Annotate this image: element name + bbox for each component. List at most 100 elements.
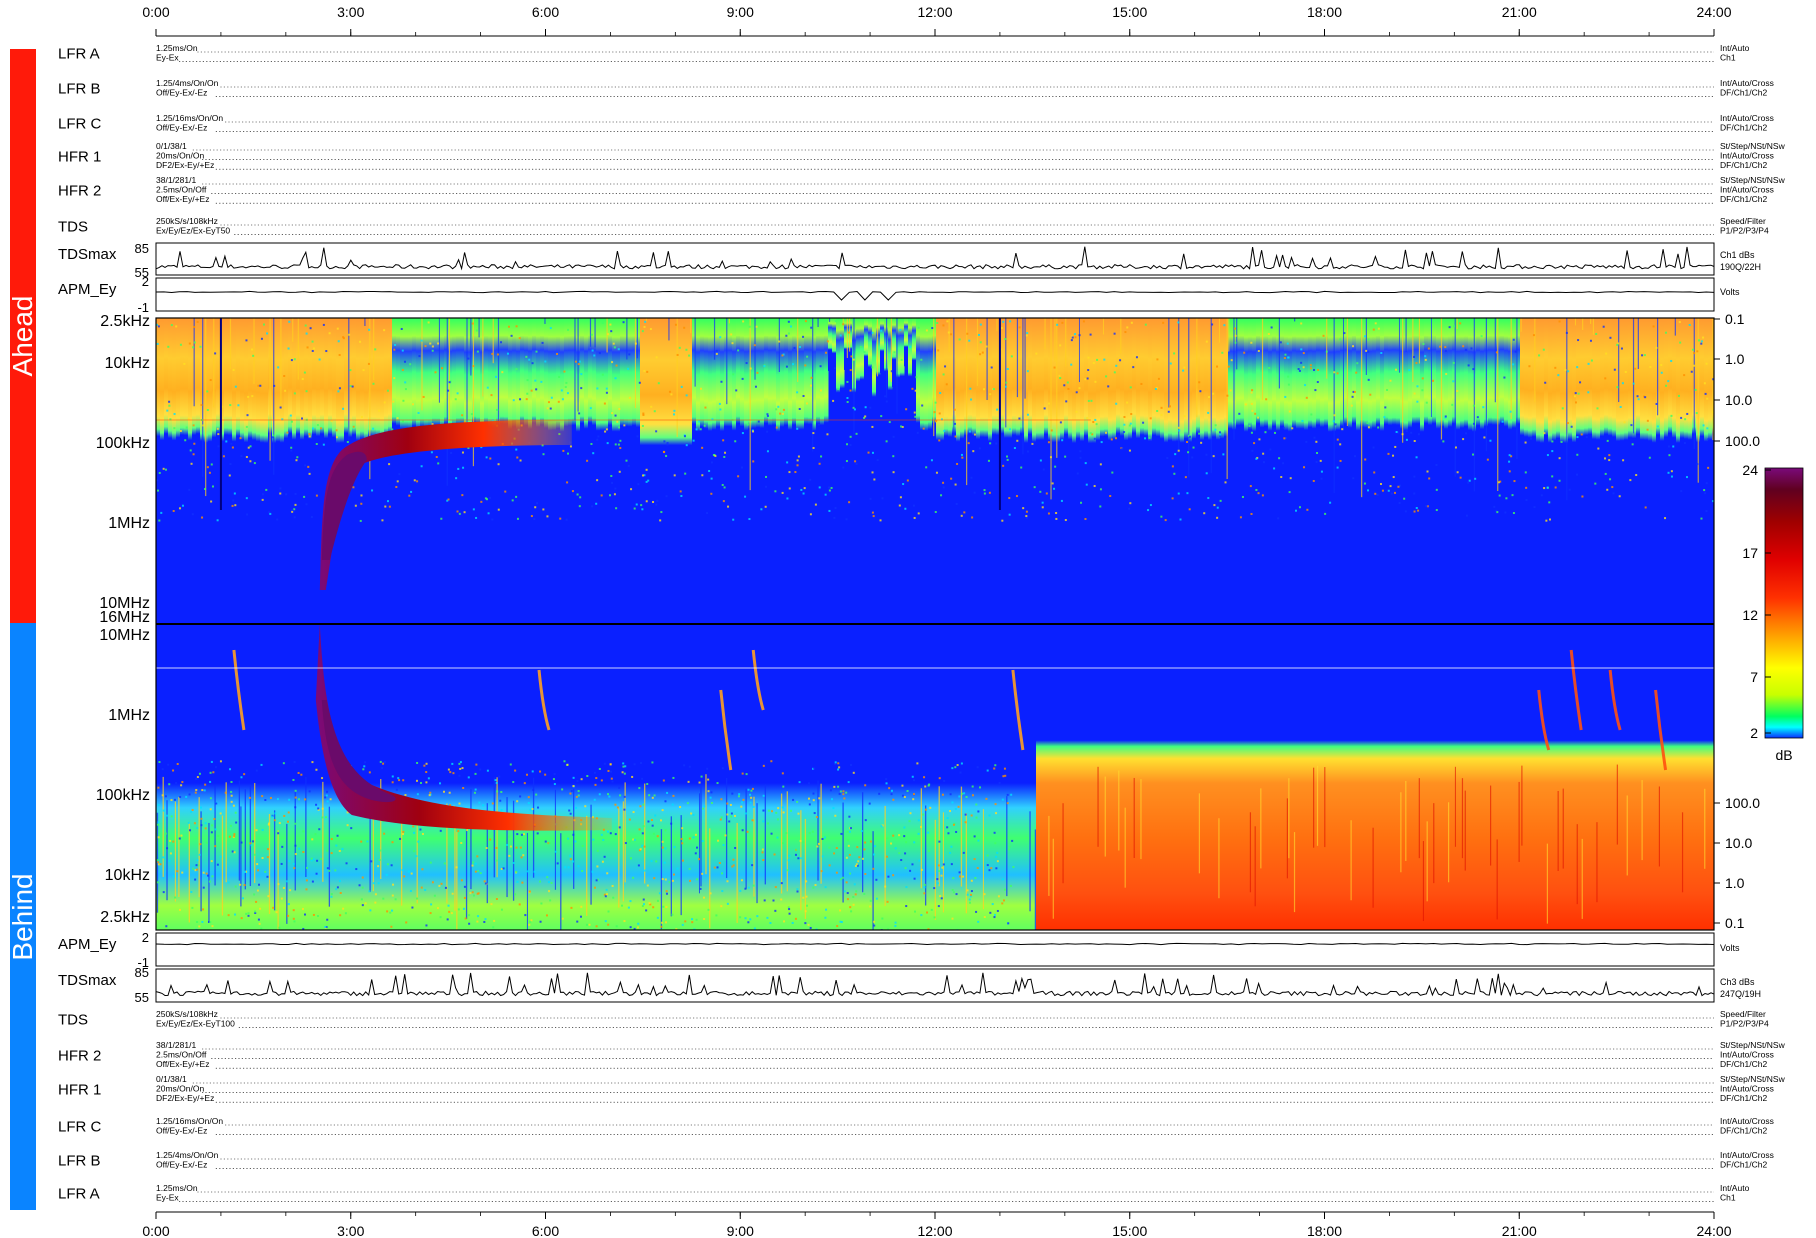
behind-burst-streak [1654, 689, 1668, 771]
behind-row-label: HFR 2 [58, 1047, 101, 1064]
time-tick-label: 12:00 [917, 4, 952, 20]
behind-burst-streak [1569, 649, 1583, 731]
behind-apm-label: APM_Ey [58, 936, 117, 953]
time-tick-label: 6:00 [532, 1223, 559, 1238]
behind-row-label: TDS [58, 1012, 88, 1029]
ahead-apm-tick-high: 2 [142, 274, 149, 289]
behind-tdsmax-panel: TDSmax 85 55 Ch3 dBs 247Q/19H [58, 965, 1761, 1005]
ahead-row-right-text: Int/Auto [1720, 43, 1750, 53]
ahead-row-right-text: St/Step/NSt/NSw [1720, 141, 1786, 151]
top-time-axis: 0:00 3:00 6:00 9:00 12:00 15:00 18:00 21:00 24:0… [142, 4, 1732, 37]
time-tick-label: 3:00 [337, 1223, 364, 1238]
ahead-row-right-text: Int/Auto/Cross [1720, 78, 1774, 88]
ahead-row-label: HFR 2 [58, 182, 101, 199]
ahead-row-left-text: Off/Ex-Ey/+Ez [156, 194, 209, 204]
behind-row-right-text: Int/Auto/Cross [1720, 1150, 1774, 1160]
ahead-row-label: LFR A [58, 46, 100, 63]
behind-tdsmax-unit: Ch3 dBs [1720, 977, 1755, 987]
ahead-row-left-text: Off/Ey-Ex/-Ez [156, 88, 207, 98]
ahead-spectrogram [156, 318, 1714, 624]
ahead-row-left-text: Off/Ey-Ex/-Ez [156, 123, 207, 133]
time-tick-label: 21:00 [1502, 4, 1537, 20]
ahead-apm-label: APM_Ey [58, 281, 117, 298]
behind-row-left-text: 1.25ms/On [156, 1183, 198, 1193]
ahead-tdsmax-tick-low: 55 [135, 265, 149, 280]
ahead-tdsmax-unit: Ch1 dBs [1720, 250, 1755, 260]
ahead-row-left-text: 1.25/4ms/On/On [156, 78, 219, 88]
behind-row-left-text: DF2/Ex-Ey/+Ez [156, 1093, 214, 1103]
behind-row-left-text: 1.25/4ms/On/On [156, 1150, 219, 1160]
behind-burst-streak [1537, 689, 1551, 751]
time-tick-label: 15:00 [1112, 1223, 1147, 1238]
behind-row-left-text: Ex/Ey/Ez/Ex-EyT100 [156, 1019, 235, 1029]
behind-burst-streak [1011, 669, 1025, 751]
behind-row-right-text: Int/Auto [1720, 1183, 1750, 1193]
behind-row-right-text: DF/Ch1/Ch2 [1720, 1059, 1768, 1069]
behind-burst-streak [719, 689, 733, 771]
behind-apm-panel: APM_Ey 2 -1 Volts [58, 930, 1740, 970]
behind-row-right-text: Speed/Filter [1720, 1009, 1766, 1019]
behind-burst-streak [537, 669, 551, 731]
colorbar: dB 24 17 12 7 2 [1742, 462, 1804, 763]
behind-right-tick: 10.0 [1725, 835, 1752, 851]
ahead-row-right-text: Int/Auto/Cross [1720, 151, 1774, 161]
ahead-right-tick: 10.0 [1725, 392, 1752, 408]
behind-row-right-text: St/Step/NSt/NSw [1720, 1040, 1786, 1050]
time-tick-label: 21:00 [1502, 1223, 1537, 1238]
behind-apm-trace [155, 942, 1715, 946]
right-scale-ticks: 0.1 1.0 10.0 100.0 100.0 10.0 1.0 0.1 [1714, 311, 1760, 931]
behind-row-label: LFR C [58, 1119, 102, 1136]
ahead-freq-label: 2.5kHz [100, 313, 150, 330]
ahead-tdsmax-code: 190Q/22H [1720, 262, 1761, 272]
colorbar-tick: 24 [1742, 462, 1758, 478]
ahead-row-right-text: Speed/Filter [1720, 216, 1766, 226]
behind-row-left-text: 38/1/281/1 [156, 1040, 196, 1050]
behind-freq-label: 10MHz [99, 627, 150, 644]
ahead-row-label: LFR B [58, 81, 101, 98]
time-tick-label: 3:00 [337, 4, 364, 20]
behind-row-label: LFR B [58, 1153, 101, 1170]
ahead-freq-label: 10MHz [99, 595, 150, 612]
behind-side-bar [10, 623, 36, 1210]
behind-row-right-text: Int/Auto/Cross [1720, 1084, 1774, 1094]
time-tick-label: 6:00 [532, 4, 559, 20]
ahead-row-left-text: 0/1/38/1 [156, 141, 187, 151]
behind-row-right-text: P1/P2/P3/P4 [1720, 1019, 1769, 1029]
ahead-row-left-text: 1.25/16ms/On/On [156, 113, 223, 123]
ahead-tdsmax-panel: TDSmax 85 55 Ch1 dBs 190Q/22H [58, 241, 1761, 280]
time-tick-label: 9:00 [727, 4, 754, 20]
behind-tdsmax-code: 247Q/19H [1720, 989, 1761, 999]
time-tick-label: 0:00 [142, 4, 169, 20]
behind-row-label: HFR 1 [58, 1081, 101, 1098]
behind-row-left-text: Ey-Ex [156, 1193, 179, 1203]
behind-freq-label: 100kHz [96, 787, 150, 804]
behind-right-tick: 0.1 [1725, 915, 1745, 931]
ahead-row-label: LFR C [58, 116, 102, 133]
ahead-type-ii-burst [319, 420, 572, 590]
bottom-time-axis: 0:00 3:00 6:00 9:00 12:00 15:00 18:00 21:00 24:0… [142, 1211, 1732, 1238]
ahead-row-left-text: 20ms/On/On [156, 151, 204, 161]
time-tick-label: 24:00 [1696, 4, 1731, 20]
behind-row-left-text: Off/Ey-Ex/-Ez [156, 1160, 207, 1170]
colorbar-gradient [1764, 467, 1804, 739]
ahead-freq-label: 100kHz [96, 435, 150, 452]
behind-row-right-text: Int/Auto/Cross [1720, 1050, 1774, 1060]
behind-apm-unit: Volts [1720, 943, 1740, 953]
ahead-row-left-text: 2.5ms/On/Off [156, 185, 207, 195]
behind-row-right-text: Ch1 [1720, 1193, 1736, 1203]
ahead-tdsmax-trace [155, 246, 1715, 271]
behind-spectrogram [156, 624, 1714, 930]
ahead-apm-tick-low: -1 [137, 300, 149, 315]
ahead-row-right-text: P1/P2/P3/P4 [1720, 226, 1769, 236]
ahead-freq-label: 1MHz [108, 515, 150, 532]
behind-burst-streak [232, 649, 246, 731]
time-tick-label: 0:00 [142, 1223, 169, 1238]
behind-tdsmax-tick-high: 85 [135, 965, 149, 980]
behind-row-label: LFR A [58, 1186, 100, 1203]
ahead-row-left-text: 250kS/s/108kHz [156, 216, 218, 226]
behind-row-left-text: Off/Ex-Ey/+Ez [156, 1059, 209, 1069]
behind-row-right-text: St/Step/NSt/NSw [1720, 1074, 1786, 1084]
behind-burst-streak [751, 649, 765, 711]
behind-row-left-text: 2.5ms/On/Off [156, 1050, 207, 1060]
